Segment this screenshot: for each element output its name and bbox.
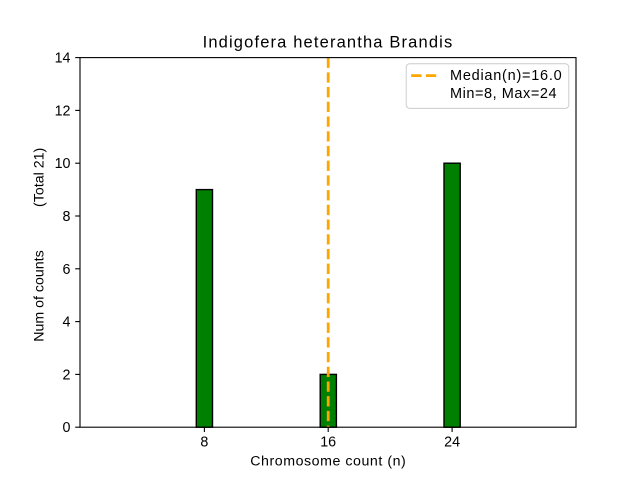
svg-text:8: 8 <box>63 209 71 225</box>
svg-text:16: 16 <box>320 434 336 450</box>
svg-text:Chromosome count (n): Chromosome count (n) <box>250 454 406 470</box>
svg-text:8: 8 <box>200 434 208 450</box>
svg-text:2: 2 <box>63 367 71 383</box>
svg-text:Median(n)=16.0: Median(n)=16.0 <box>450 68 562 84</box>
svg-text:10: 10 <box>55 156 71 172</box>
svg-text:6: 6 <box>63 262 71 278</box>
svg-text:Num of counts (Total: Num of counts (Total 21) <box>31 148 47 342</box>
svg-text:Min=8, Max=24: Min=8, Max=24 <box>450 86 557 102</box>
svg-text:12: 12 <box>55 103 71 119</box>
svg-text:4: 4 <box>63 315 71 331</box>
svg-text:24: 24 <box>444 434 460 450</box>
svg-text:14: 14 <box>55 51 71 67</box>
svg-text:Indigofera heterantha Brandis: Indigofera heterantha Brandis <box>203 34 454 52</box>
svg-text:0: 0 <box>63 420 71 436</box>
